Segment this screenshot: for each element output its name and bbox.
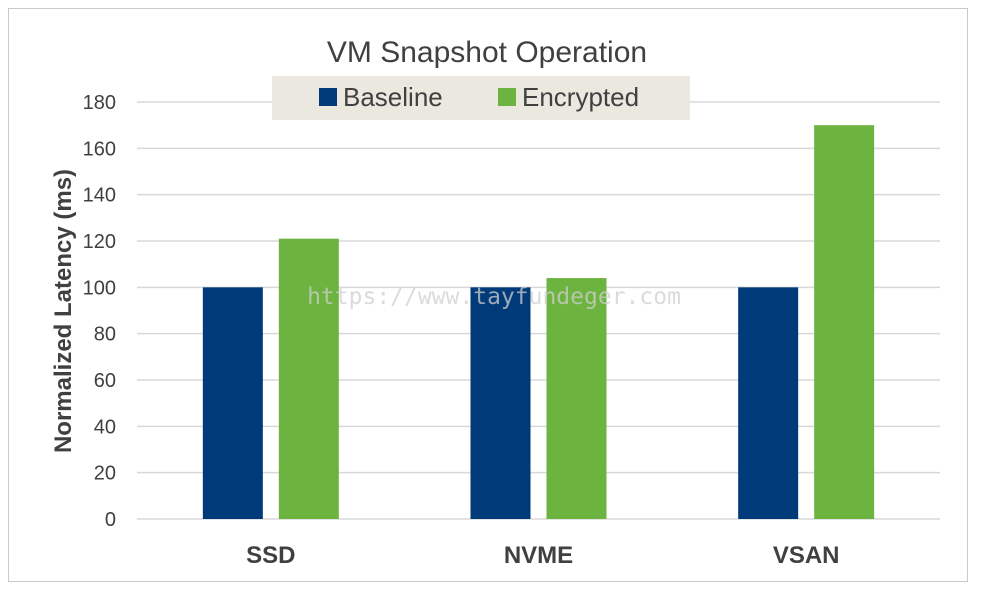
bar-encrypted-ssd [278,238,339,519]
x-category-label: SSD [246,542,295,569]
bars [202,125,875,520]
y-tick-label: 120 [83,231,116,253]
y-tick-label: 40 [94,416,116,438]
bar-encrypted-nvme [546,278,607,519]
y-tick-label: 100 [83,277,116,299]
chart-title: VM Snapshot Operation [327,36,647,69]
y-tick-label: 80 [94,324,116,346]
legend: Baseline Encrypted [272,76,690,120]
y-tick-label: 0 [105,509,116,531]
bar-baseline-vsan [738,287,799,519]
y-tick-label: 20 [94,463,116,485]
x-category-label: NVME [504,542,573,569]
legend-swatch-baseline [319,88,337,106]
y-axis-label: Normalized Latency (ms) [50,169,77,453]
legend-background [272,76,690,120]
y-tick-label: 160 [83,138,116,160]
y-tick-label: 140 [83,185,116,207]
y-tick-label: 60 [94,370,116,392]
bar-baseline-ssd [202,287,263,519]
x-category-label: VSAN [773,542,840,569]
bar-baseline-nvme [470,287,531,519]
legend-swatch-encrypted [498,88,516,106]
legend-label-encrypted: Encrypted [522,82,639,112]
bar-encrypted-vsan [814,125,875,520]
watermark-text: https://www.tayfundeger.com [307,284,681,310]
x-axis-categories: SSD NVME VSAN [246,542,839,569]
legend-label-baseline: Baseline [343,82,443,112]
y-tick-label: 180 [83,92,116,114]
y-axis-ticks: 0 20 40 60 80 100 120 140 160 180 [83,92,116,531]
